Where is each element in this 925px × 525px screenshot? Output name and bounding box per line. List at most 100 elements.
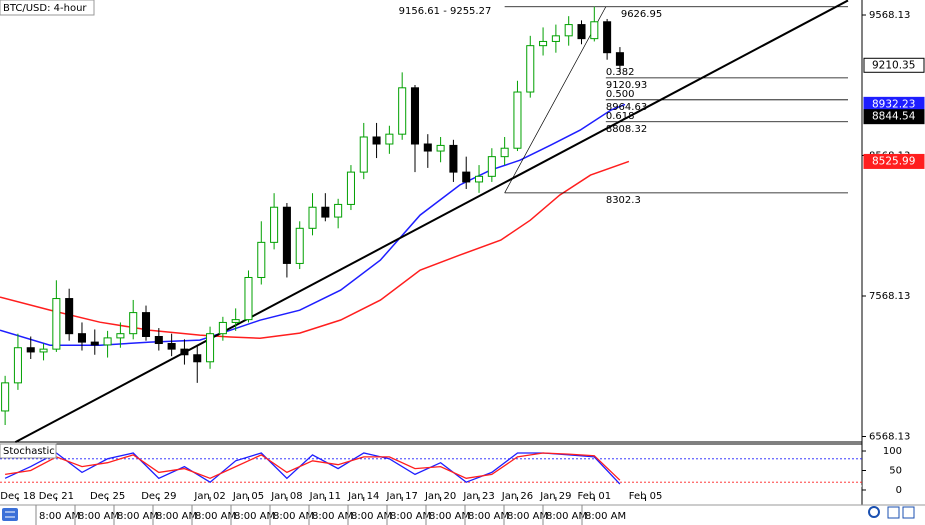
candle-body: [590, 21, 599, 40]
time-label: 8:00 AM: [351, 511, 392, 522]
price-label: 8932.23: [872, 98, 915, 110]
price-label-box: [863, 153, 925, 169]
candle-body: [13, 347, 22, 384]
candle-body: [539, 40, 548, 47]
time-label: 8:00 AM: [585, 511, 626, 522]
candle-body: [436, 144, 445, 152]
candle-body: [603, 21, 612, 54]
fib-range: 9156.61 - 9255.27: [399, 6, 492, 17]
price-label-box: [863, 109, 925, 125]
candle-body: [462, 171, 471, 183]
x-tick-label: Jan 29: [539, 491, 571, 502]
candle-body: [282, 206, 291, 264]
time-label: 8:00 AM: [273, 511, 314, 522]
time-label: 8:00 AM: [468, 511, 509, 522]
fib-value: 8808.32: [606, 124, 647, 135]
fib-swing: [504, 6, 607, 194]
candle-body: [218, 321, 227, 335]
candle-body: [372, 136, 381, 145]
x-tick-label: Jan 11: [309, 491, 341, 502]
moving-average: [0, 103, 626, 346]
y-tick-label: 6568.13: [869, 432, 910, 443]
x-tick-label: Feb 05: [629, 491, 663, 502]
candle-body: [26, 347, 35, 353]
zoom-icon[interactable]: [887, 506, 900, 519]
candle-body: [334, 203, 343, 218]
x-tick-label: Jan 23: [462, 491, 494, 502]
y-tick-label: 50: [889, 466, 902, 477]
fib-value: 8302.3: [606, 195, 641, 206]
candle-body: [193, 354, 202, 363]
x-tick-label: Dec 21: [39, 491, 74, 502]
y-tick-label: 7568.13: [869, 291, 910, 302]
x-tick-label: Jan 02: [193, 491, 225, 502]
x-tick-label: Dec 18: [0, 491, 35, 502]
candle-body: [385, 133, 394, 145]
price-label: 8844.54: [872, 111, 916, 123]
x-tick-label: Jan 26: [501, 491, 533, 502]
candle-body: [295, 227, 304, 264]
y-tick-label: 0: [896, 485, 902, 496]
candle-body: [449, 144, 458, 173]
candle-body: [513, 91, 522, 149]
candle-body: [90, 341, 99, 346]
price-label-box: [863, 57, 925, 73]
x-tick-label: Dec 29: [141, 491, 176, 502]
stoch-d: [5, 452, 621, 481]
y-tick-label: 100: [883, 446, 902, 457]
indicator-title-box: [0, 443, 57, 459]
candle-body: [500, 147, 509, 158]
candle-body: [103, 337, 112, 346]
x-tick-label: Jan 20: [424, 491, 456, 502]
time-label: 8:00 AM: [195, 511, 236, 522]
x-tick-label: Jan 05: [232, 491, 264, 502]
stochastic-panel: [0, 452, 862, 485]
x-tick-label: Jan 17: [386, 491, 418, 502]
time-label: 8:00 AM: [234, 511, 275, 522]
zoom-icon[interactable]: [902, 506, 915, 519]
link-icon[interactable]: [868, 506, 880, 518]
y-tick-label: 9568.13: [869, 10, 910, 21]
candle-body: [154, 335, 163, 345]
candle-body: [475, 175, 484, 183]
candle-body: [398, 87, 407, 135]
candle-body: [359, 136, 368, 173]
candle-body: [487, 156, 496, 177]
menu-icon[interactable]: [2, 508, 18, 521]
time-label: 8:00 AM: [78, 511, 119, 522]
fib-value: 8964.63: [606, 102, 647, 113]
candle-body: [270, 206, 279, 243]
candle-body: [551, 35, 560, 42]
time-label: 8:00 AM: [507, 511, 548, 522]
candle-body: [564, 24, 573, 37]
x-tick-label: Feb 01: [578, 491, 612, 502]
candle-body: [577, 24, 586, 40]
trendline: [14, 0, 849, 444]
x-tick-label: Jan 08: [270, 491, 302, 502]
candle-body: [526, 45, 535, 93]
candle-body: [52, 298, 61, 350]
fib-value: 9626.95: [621, 9, 662, 20]
fib-ratio: 0.500: [606, 89, 635, 100]
time-label: 8:00 AM: [312, 511, 353, 522]
x-tick-label: Dec 25: [90, 491, 125, 502]
time-label: 8:00 AM: [156, 511, 197, 522]
candle-body: [346, 171, 355, 205]
candle-body: [141, 312, 151, 337]
fib-ratio: 0.618: [606, 111, 635, 122]
fib-value: 9120.93: [606, 80, 647, 91]
stoch-k: [4, 452, 621, 485]
candle-body: [244, 276, 253, 321]
time-label: 8:00 AM: [39, 511, 80, 522]
time-label: 8:00 AM: [390, 511, 431, 522]
time-label: 8:00 AM: [117, 511, 158, 522]
candle-body: [615, 52, 624, 66]
x-tick-label: Jan 14: [347, 491, 379, 502]
candle-body: [167, 343, 176, 350]
candle-body: [321, 206, 330, 218]
candle-body: [65, 298, 74, 335]
candle-body: [423, 143, 432, 152]
